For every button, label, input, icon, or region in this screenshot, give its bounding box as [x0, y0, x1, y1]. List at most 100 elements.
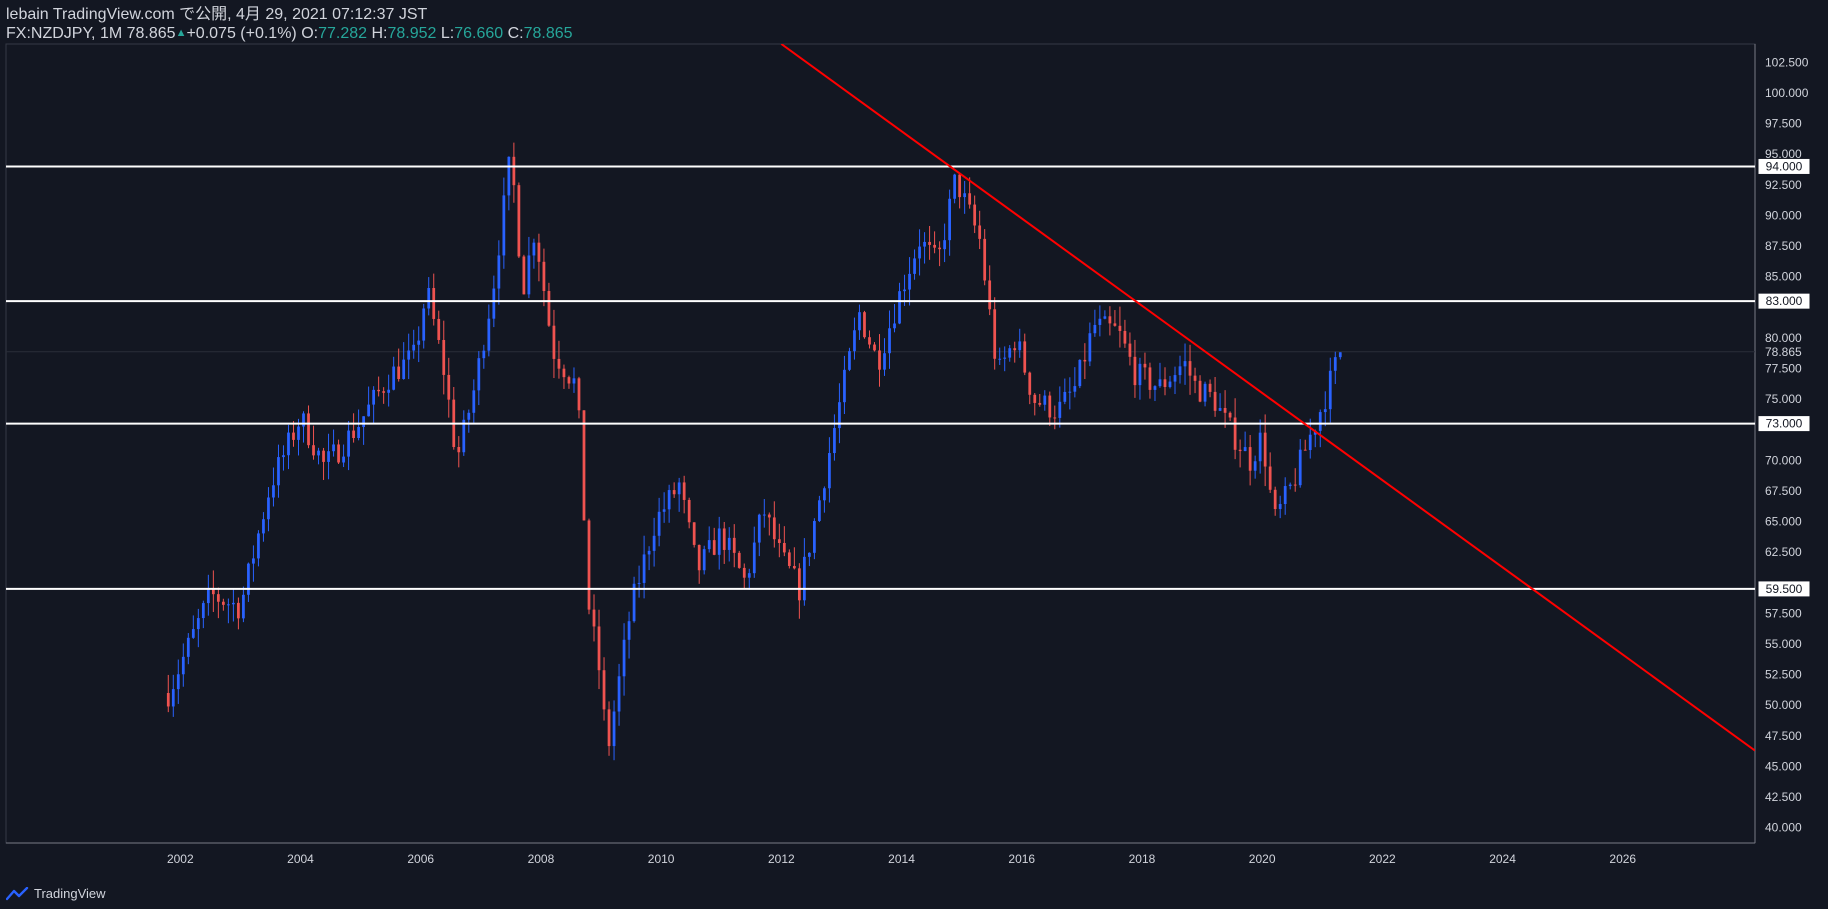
candle-body — [797, 568, 801, 601]
candle — [938, 241, 941, 267]
y-tick-label: 52.500 — [1765, 668, 1802, 682]
candle-body — [1288, 484, 1292, 487]
candle-body — [722, 528, 726, 550]
candle-body — [833, 428, 836, 454]
candle-body — [1253, 461, 1257, 471]
candle-body — [808, 552, 811, 557]
candle-body — [337, 444, 340, 463]
candle-body — [542, 261, 546, 291]
candle-body — [322, 450, 325, 462]
candle — [377, 376, 381, 397]
candle-body — [497, 255, 501, 289]
candle — [237, 597, 240, 630]
candle — [717, 516, 721, 570]
candle — [1323, 391, 1327, 427]
candle — [1328, 357, 1332, 423]
candle-body — [692, 522, 696, 545]
candle — [1153, 385, 1157, 402]
x-tick-label: 2012 — [768, 852, 795, 866]
candle-body — [1223, 408, 1227, 413]
candle-body — [717, 528, 721, 555]
candle-body — [687, 499, 691, 523]
candle-body — [757, 514, 761, 543]
candle-body — [667, 490, 671, 510]
level-label-box — [1757, 580, 1811, 598]
candle-body — [507, 156, 511, 196]
candle-body — [317, 450, 320, 456]
x-tick-label: 2018 — [1129, 852, 1156, 866]
candle-body — [767, 514, 771, 518]
candle — [512, 142, 516, 203]
candle — [176, 659, 180, 704]
candle — [1013, 341, 1017, 363]
candle — [843, 355, 846, 415]
candle-body — [592, 609, 596, 627]
y-tick-label: 67.500 — [1765, 484, 1802, 498]
candle — [1088, 322, 1092, 367]
up-arrow-icon: ▲ — [175, 27, 187, 39]
chart-header: lebain TradingView.com で公開, 4月 29, 2021 … — [6, 5, 573, 43]
candle-body — [677, 482, 681, 495]
candle — [993, 297, 997, 370]
candle-body — [672, 490, 676, 495]
candle — [1073, 367, 1077, 398]
candle-body — [181, 656, 185, 675]
candle-body — [878, 350, 881, 370]
candle-body — [983, 238, 987, 281]
candle-body — [1258, 432, 1262, 462]
candle-body — [567, 377, 571, 384]
candle — [868, 330, 871, 349]
candle — [682, 475, 686, 514]
candle-body — [196, 618, 200, 630]
footer: TradingView — [6, 886, 106, 901]
y-tick-label: 65.000 — [1765, 515, 1802, 529]
x-tick-label: 2010 — [648, 852, 675, 866]
candle — [983, 229, 987, 286]
candle-body — [1153, 386, 1157, 390]
candle-body — [557, 358, 561, 369]
candle-body — [272, 485, 275, 498]
candle-body — [1063, 391, 1067, 402]
candle-body — [1003, 357, 1007, 359]
candle-body — [978, 225, 982, 239]
candle — [1183, 343, 1187, 385]
candle — [527, 236, 531, 299]
candle-body — [1103, 316, 1107, 319]
y-tick-label: 100.000 — [1765, 86, 1809, 100]
candle-body — [762, 514, 766, 516]
candle-body — [637, 582, 641, 584]
candle-body — [918, 246, 921, 259]
candle — [412, 329, 416, 359]
x-tick-label: 2026 — [1609, 852, 1636, 866]
candle-body — [1283, 486, 1287, 505]
candle-body — [747, 573, 751, 578]
candle-body — [216, 594, 220, 602]
candle — [1128, 332, 1132, 366]
candle-body — [277, 457, 280, 486]
candle-body — [552, 325, 556, 359]
candle-body — [1008, 348, 1012, 358]
candle-body — [1198, 380, 1202, 402]
candle — [1098, 305, 1102, 337]
candle-body — [467, 412, 471, 420]
candle — [402, 342, 406, 380]
candle — [282, 445, 285, 471]
candle-body — [502, 195, 506, 256]
candle — [292, 421, 295, 447]
candle — [1248, 435, 1252, 486]
candle — [968, 177, 972, 209]
candle-body — [1218, 408, 1222, 411]
candle — [1138, 357, 1142, 400]
candle-body — [267, 497, 270, 520]
candle — [913, 249, 916, 280]
candle-body — [843, 369, 846, 403]
candle — [297, 418, 300, 456]
candle — [602, 657, 606, 721]
candle-body — [752, 542, 756, 574]
high-value: 78.952 — [387, 25, 437, 42]
candle — [577, 376, 581, 419]
candle-body — [482, 350, 486, 359]
candle — [893, 304, 896, 333]
candle — [372, 386, 376, 424]
